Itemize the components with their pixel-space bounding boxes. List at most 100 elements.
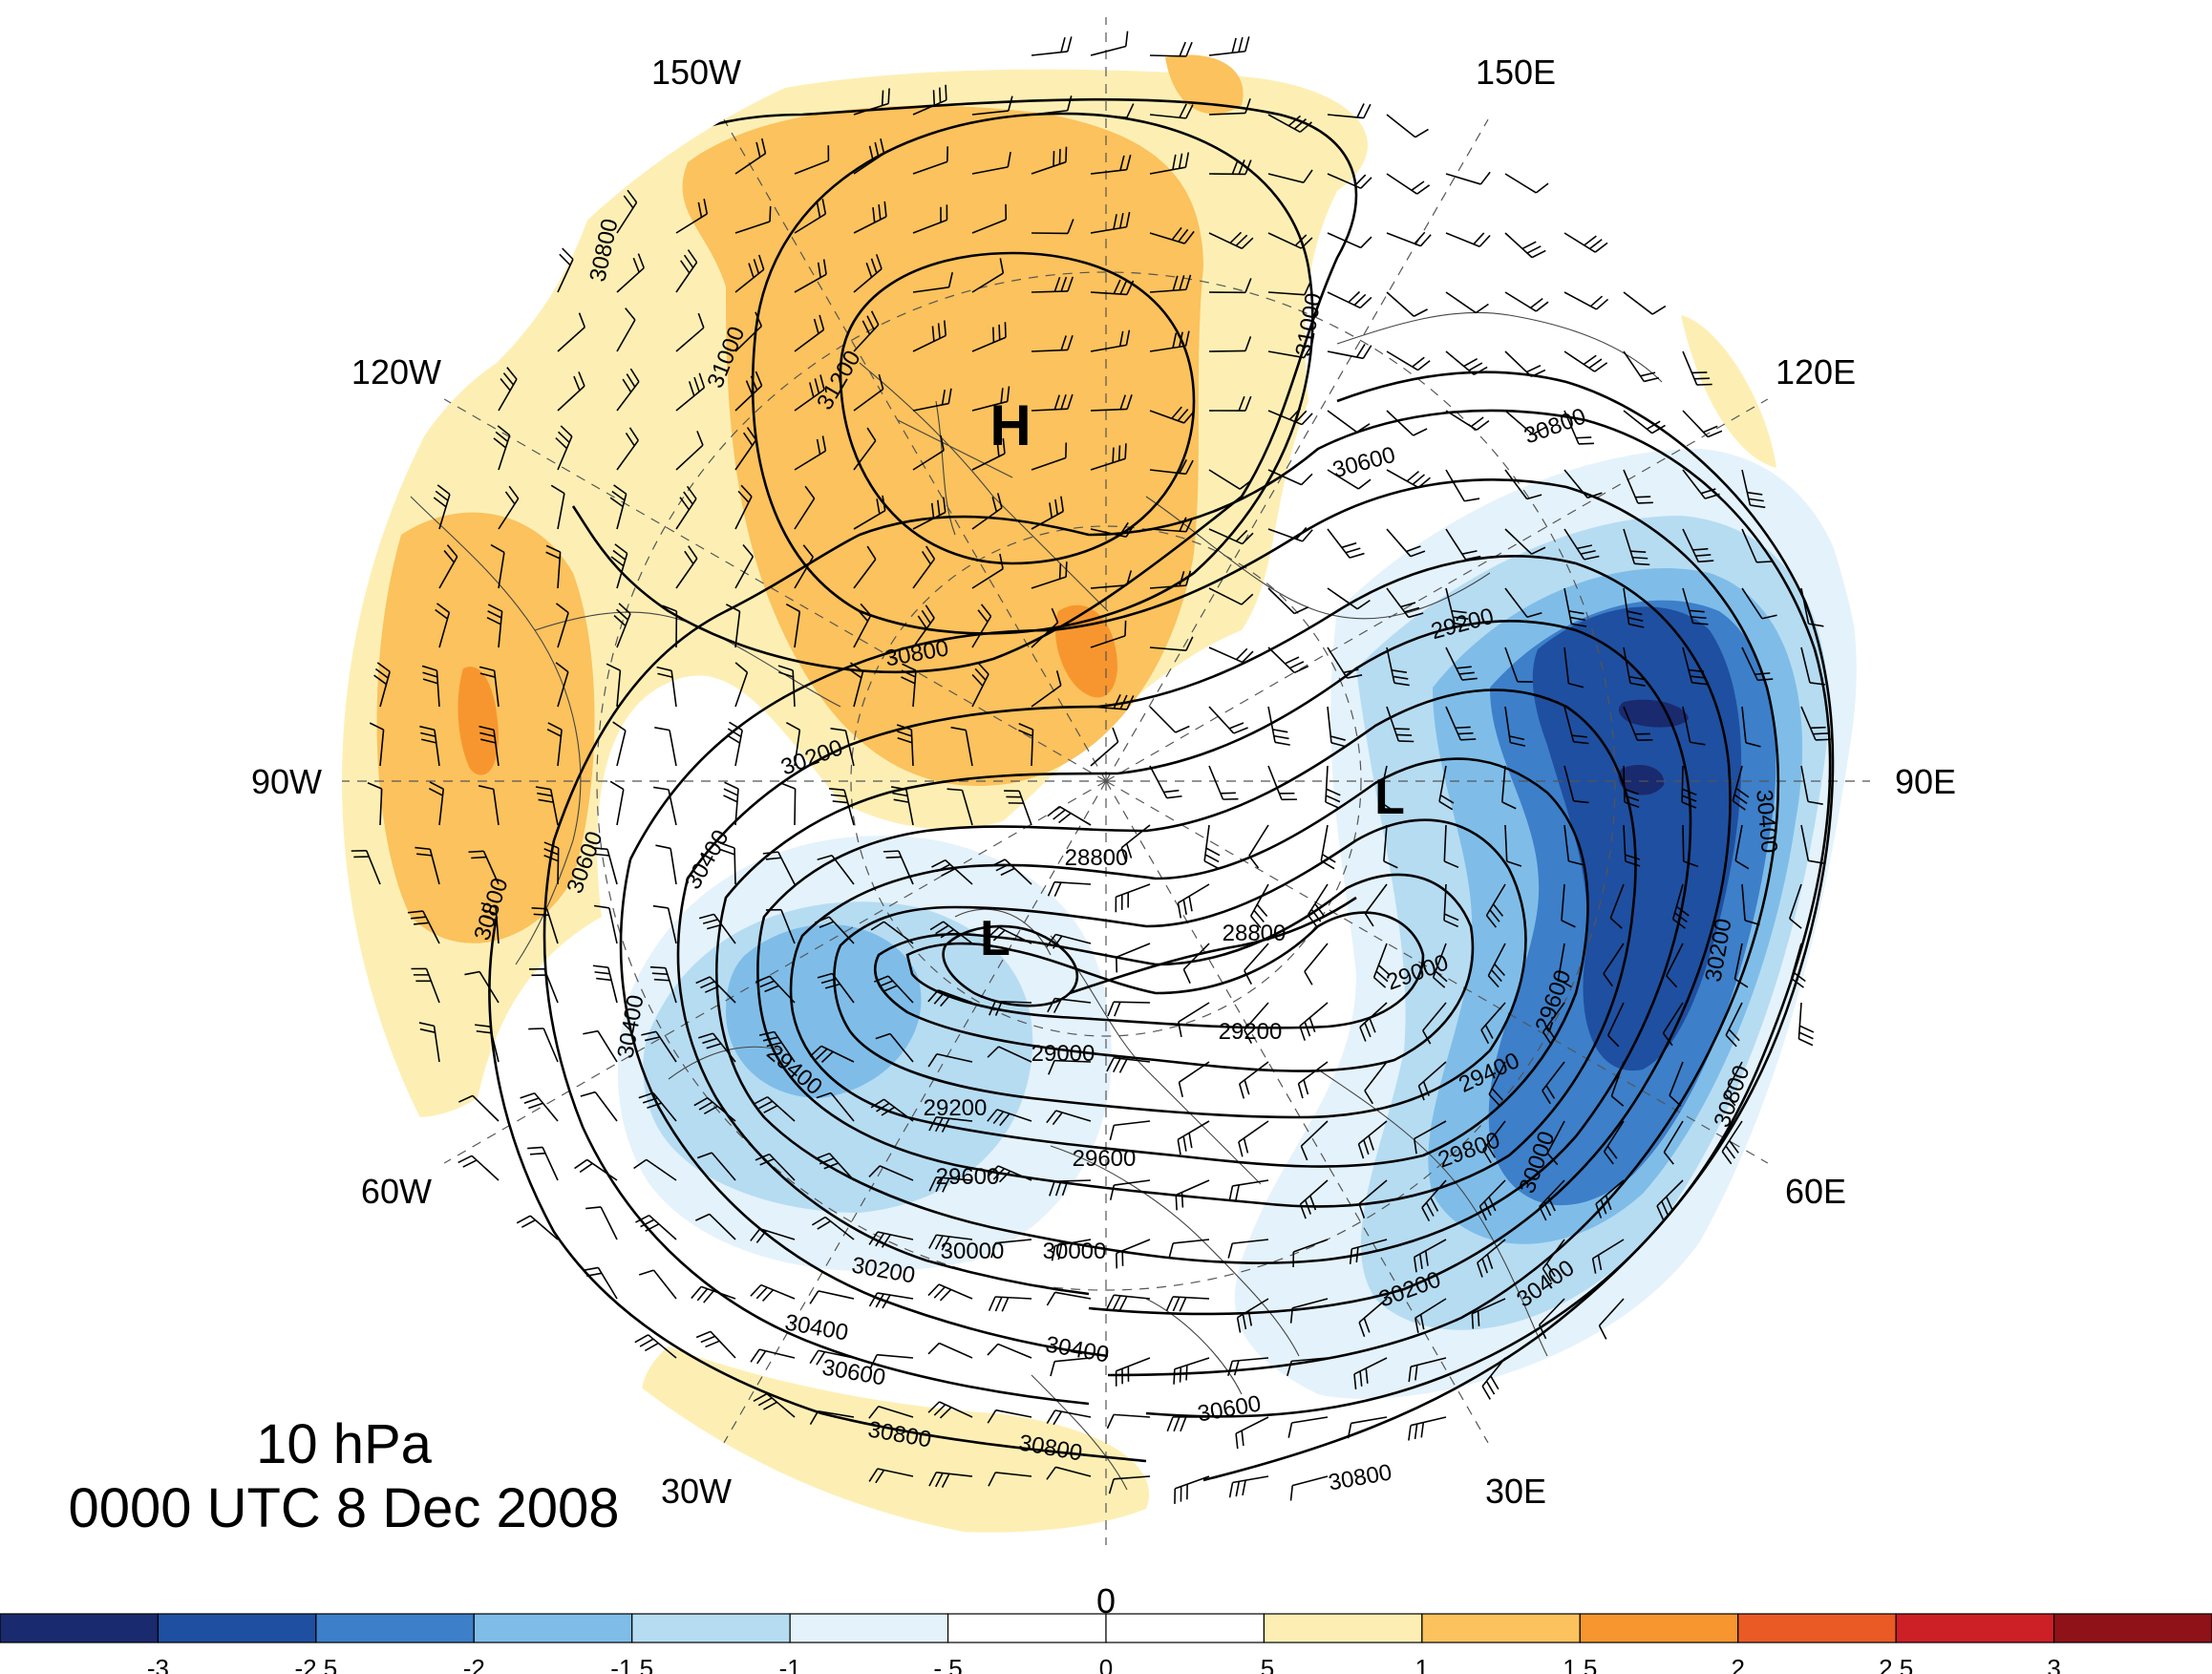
wind-barb <box>868 1468 914 1484</box>
wind-barb <box>868 1292 914 1309</box>
wind-barb <box>971 553 1004 589</box>
wind-barb <box>1149 41 1193 57</box>
longitude-label: 150W <box>651 53 741 92</box>
wind-barb <box>987 1165 1032 1183</box>
wind-barb <box>723 781 739 826</box>
wind-barb <box>1049 1179 1092 1197</box>
wind-barb <box>1359 1002 1388 1042</box>
colorbar: -3 -2.5 -2 -1.5 -1 -.5 0 .5 1 1.5 2 2.5 3 <box>0 1613 2212 1674</box>
contour-30800-b <box>1202 371 1835 1482</box>
wind-barb <box>1504 410 1547 435</box>
colorbar-box <box>631 1613 791 1643</box>
wind-barb <box>1208 706 1248 734</box>
wind-barb <box>675 249 698 293</box>
wind-barb <box>1682 410 1723 438</box>
wind-barb <box>1408 1357 1447 1383</box>
wind-barb <box>1149 226 1195 244</box>
wind-barb <box>616 189 638 234</box>
longitude-label: 60W <box>361 1172 432 1211</box>
wind-barb <box>1327 290 1372 309</box>
wind-barb <box>641 1030 677 1063</box>
wind-barb <box>675 312 705 352</box>
wind-barb <box>794 374 825 412</box>
wind-barb <box>1724 1061 1743 1107</box>
wind-barb <box>1386 114 1429 138</box>
wind-barb <box>734 427 757 471</box>
wind-barb <box>1480 1002 1506 1045</box>
wind-barb <box>1238 1061 1269 1099</box>
wind-barb <box>1168 1239 1210 1259</box>
wind-barb <box>1445 350 1488 375</box>
meridian-line <box>723 118 1107 782</box>
wind-barb <box>734 544 755 589</box>
wind-barb <box>754 1096 796 1122</box>
wind-barb <box>1149 706 1190 733</box>
colorbar-box <box>1263 1613 1423 1643</box>
wind-barb <box>535 786 559 826</box>
wind-barb <box>1249 883 1269 928</box>
wind-barb <box>912 434 945 471</box>
wind-barb <box>987 1046 1032 1063</box>
wind-barb <box>1174 1475 1210 1504</box>
wind-barb <box>516 1215 559 1240</box>
wind-barb <box>734 371 763 412</box>
wind-barb <box>1591 1239 1625 1274</box>
wind-barb <box>1563 350 1608 372</box>
wind-barb <box>1417 1061 1447 1101</box>
wind-barb <box>830 728 855 767</box>
wind-barb <box>490 543 505 589</box>
wind-barb <box>458 1094 500 1122</box>
wind-barb <box>1733 943 1749 988</box>
wind-barb <box>1267 169 1313 183</box>
wind-barb <box>1445 291 1489 314</box>
wind-barb <box>1267 232 1313 249</box>
wind-barb <box>1563 528 1600 561</box>
wind-barb <box>1800 587 1824 627</box>
wind-barb <box>883 850 914 885</box>
wind-barb <box>1386 350 1431 371</box>
wind-barb <box>1208 528 1254 545</box>
wind-barb <box>652 904 677 944</box>
wind-barb <box>971 203 1008 234</box>
wind-barb <box>765 908 796 944</box>
wind-barb <box>809 1349 855 1366</box>
wind-barb <box>1485 883 1506 928</box>
wind-barb <box>1800 706 1831 741</box>
wind-barb <box>726 721 743 767</box>
contour-label: 30600 <box>820 1354 887 1390</box>
wind-barb <box>1386 173 1431 195</box>
svg-text:30000: 30000 <box>941 1239 1005 1264</box>
wind-barb <box>1561 883 1576 928</box>
wind-barb <box>725 604 741 648</box>
wind-barb <box>1267 114 1312 133</box>
wind-barb <box>1563 646 1585 689</box>
wind-barb <box>1244 943 1269 985</box>
wind-barb <box>1598 1298 1625 1340</box>
wind-barb <box>816 1091 855 1122</box>
contour-29800 <box>756 689 1637 1208</box>
colorbar-box <box>473 1613 633 1643</box>
contour-28800-b <box>1069 896 1357 995</box>
wind-barb <box>734 254 765 293</box>
contour-label: 29000 <box>1032 1041 1095 1067</box>
wind-barb <box>1386 291 1428 317</box>
wind-barb <box>1149 406 1195 424</box>
wind-barb <box>546 722 563 767</box>
wind-barb <box>1488 1061 1506 1107</box>
colorbar-tick-label: -1 <box>779 1654 801 1674</box>
contour-label: 30600 <box>1329 442 1397 483</box>
wind-barb <box>912 84 947 116</box>
wind-barb <box>1289 1475 1329 1501</box>
wind-barb <box>557 371 585 412</box>
colorbar-tick-label: -2 <box>463 1654 485 1674</box>
wind-barb <box>1107 1001 1151 1017</box>
wind-barb <box>479 725 500 767</box>
wind-barb <box>662 604 678 648</box>
wind-barb <box>794 544 814 589</box>
wind-barb <box>853 427 877 471</box>
wind-barb <box>1051 1239 1092 1261</box>
wind-barb <box>1208 395 1252 412</box>
colorbar-box <box>1895 1613 2055 1643</box>
wind-barb <box>853 545 877 589</box>
wind-barb <box>580 1091 618 1122</box>
